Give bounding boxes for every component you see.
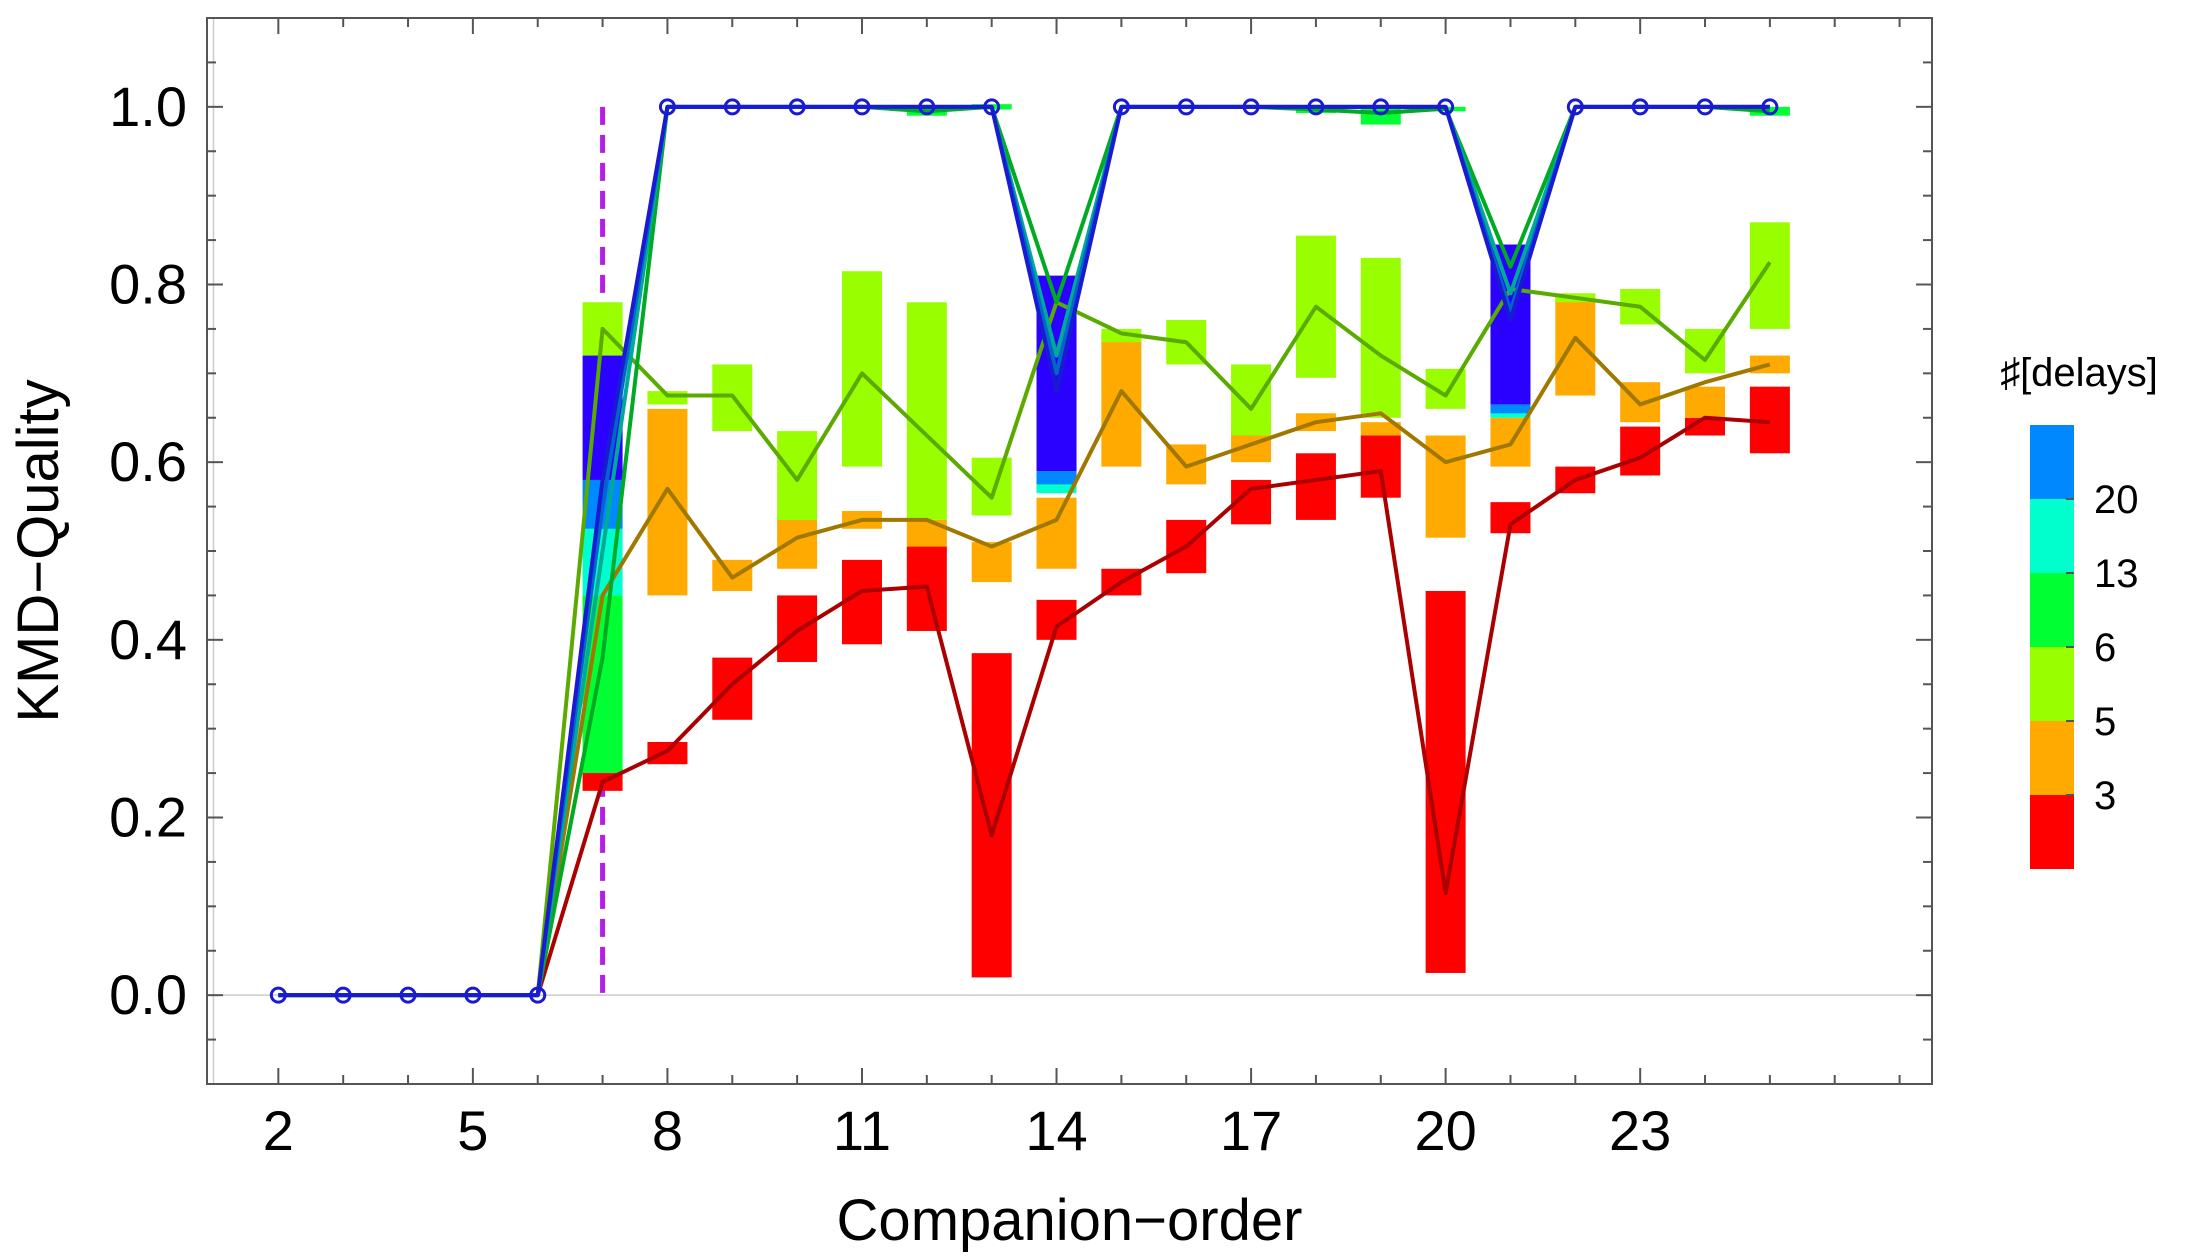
y-axis-title: KMD−Quality [6, 379, 71, 722]
series-marker-6-x-5 [464, 986, 482, 1004]
y-tick-label-2: 0.4 [109, 608, 187, 671]
series-marker-6-x-2 [269, 986, 287, 1004]
range-box-series-1-x-10 [777, 515, 818, 569]
series-marker-6-x-18 [1307, 98, 1325, 116]
range-box-series-4-x-21 [1490, 408, 1531, 418]
y-tick-label-1: 0.2 [109, 786, 187, 849]
range-box-series-0-x-20 [1425, 590, 1466, 973]
series-marker-6-x-17 [1242, 98, 1260, 116]
range-box-series-1-x-14 [1036, 497, 1077, 569]
series-marker-6-x-19 [1372, 98, 1390, 116]
series-marker-6-x-13 [983, 98, 1001, 116]
legend-label-20: 20 [2094, 478, 2139, 522]
range-box-series-1-x-8 [647, 408, 688, 596]
range-box-series-5-x-14 [1036, 471, 1077, 485]
series-marker-6-x-12 [918, 98, 936, 116]
series-marker-6-x-15 [1112, 98, 1130, 116]
color-legend: ♯[delays] 20 13 6 5 3 [2000, 351, 2158, 869]
series-marker-6-x-25 [1761, 98, 1779, 116]
legend-swatch-5 [2030, 795, 2074, 869]
range-box-series-1-x-15 [1101, 333, 1142, 467]
range-box-series-5-x-21 [1490, 404, 1531, 414]
range-box-series-1-x-24 [1685, 386, 1726, 418]
series-marker-6-x-24 [1696, 98, 1714, 116]
series-marker-6-x-3 [334, 986, 352, 1004]
legend-swatch-3 [2030, 647, 2074, 721]
series-marker-6-x-8 [658, 98, 676, 116]
series-marker-6-x-22 [1566, 98, 1584, 116]
series-marker-6-x-10 [788, 98, 806, 116]
series-line-6 [278, 104, 1770, 998]
range-box-series-0-x-13 [971, 653, 1012, 978]
series-lines [278, 104, 1772, 998]
legend-swatch-2 [2030, 573, 2074, 647]
x-tick-label-11: 11 [833, 1099, 891, 1162]
range-box-series-1-x-13 [971, 542, 1012, 583]
series-marker-6-x-23 [1631, 98, 1649, 116]
y-tick-label-4: 0.8 [109, 253, 187, 316]
x-tick-label-5: 5 [457, 1099, 488, 1162]
x-tick-label-20: 20 [1414, 1099, 1476, 1162]
series-marker-6-x-4 [399, 986, 417, 1004]
y-tick-labels: 0.0 0.2 0.4 0.6 0.8 1.0 [109, 75, 187, 1026]
range-box-series-3-x-19 [1360, 106, 1401, 125]
range-box-series-1-x-22 [1555, 293, 1596, 396]
range-box-series-0-x-14 [1036, 599, 1077, 640]
legend-labels: 20 13 6 5 3 [2066, 478, 2139, 818]
y-tick-label-0: 0.0 [109, 963, 187, 1026]
range-box-series-2-x-10 [777, 431, 818, 520]
range-box-series-0-x-8 [647, 741, 688, 765]
legend-label-3: 3 [2094, 774, 2116, 818]
range-box-series-2-x-11 [841, 271, 882, 467]
series-markers [269, 98, 1779, 1004]
x-tick-label-17: 17 [1220, 1099, 1282, 1162]
legend-swatch-0 [2030, 425, 2074, 499]
range-box-series-1-x-19 [1360, 422, 1401, 436]
x-tick-label-8: 8 [652, 1099, 683, 1162]
range-box-series-2-x-25 [1749, 222, 1790, 329]
range-box-series-0-x-19 [1360, 435, 1401, 498]
series-marker-6-x-20 [1437, 98, 1455, 116]
legend-swatch-4 [2030, 721, 2074, 795]
y-tick-label-5: 1.0 [109, 75, 187, 138]
x-tick-label-14: 14 [1025, 1099, 1087, 1162]
series-marker-6-x-16 [1177, 98, 1195, 116]
series-marker-6-x-9 [723, 98, 741, 116]
range-box-series-2-x-12 [906, 302, 947, 520]
range-box-series-2-x-15 [1101, 328, 1142, 343]
range-box-series-2-x-19 [1360, 257, 1401, 418]
series-marker-6-x-11 [853, 98, 871, 116]
legend-label-5: 5 [2094, 700, 2116, 744]
legend-label-6: 6 [2094, 626, 2116, 670]
x-axis-title: Companion−order [837, 1188, 1303, 1253]
legend-label-13: 13 [2094, 552, 2139, 596]
series-marker-6-x-6 [529, 986, 547, 1004]
range-box-series-0-x-11 [841, 559, 882, 645]
range-box-series-2-x-17 [1231, 364, 1272, 436]
legend-swatch-1 [2030, 499, 2074, 573]
x-tick-label-23: 23 [1609, 1099, 1671, 1162]
y-tick-label-3: 0.6 [109, 430, 187, 493]
axis-ticks [207, 17, 1932, 1085]
range-box-series-0-x-18 [1295, 453, 1336, 520]
x-tick-labels: 2 5 8 11 14 17 20 23 [263, 1099, 1672, 1162]
range-box-series-0-x-9 [712, 657, 753, 720]
legend-title: ♯[delays] [2000, 351, 2158, 395]
x-tick-label-2: 2 [263, 1099, 294, 1162]
range-box-series-0-x-7 [582, 768, 623, 791]
legend-swatches [2030, 425, 2074, 869]
